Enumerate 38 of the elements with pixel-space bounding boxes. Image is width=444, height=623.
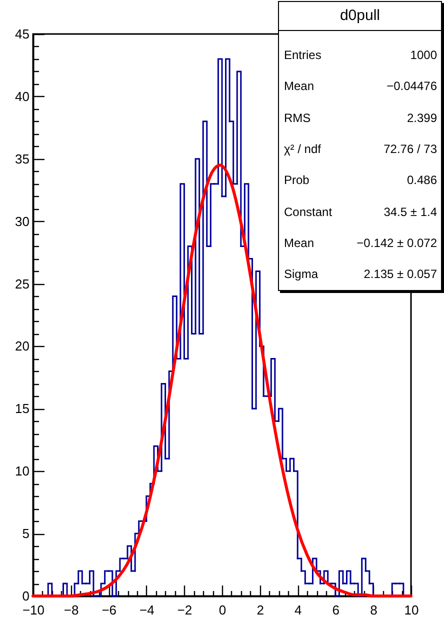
annotation: Mean	[284, 78, 314, 96]
x-tick-label: 10	[404, 602, 419, 618]
y-tick-label: 20	[15, 338, 30, 354]
annotation: 72.76 / 73	[384, 140, 437, 158]
annotation: 34.5 ± 1.4	[384, 204, 437, 220]
y-tick-label: 35	[15, 151, 30, 166]
annotation: −0.04476	[386, 78, 437, 96]
annotation: RMS	[284, 110, 311, 127]
y-tick-label: 0	[22, 588, 30, 604]
annotation: 0.486	[406, 172, 437, 190]
annotation: Prob	[284, 172, 310, 190]
y-tick-label: 40	[15, 88, 30, 104]
annotation: Mean	[284, 234, 314, 252]
y-tick-label: 5	[22, 526, 30, 542]
x-tick-label: −2	[177, 602, 192, 618]
x-tick-label: −8	[64, 602, 79, 618]
annotation: Entries	[284, 47, 322, 64]
annotation: Constant	[284, 204, 332, 220]
annotation: 1000	[410, 47, 437, 64]
annotation: χ² / ndf	[284, 140, 321, 158]
x-tick-label: −4	[139, 602, 154, 618]
x-tick-label: 2	[256, 602, 264, 618]
annotation: 2.399	[406, 110, 437, 127]
annotation: 2.135 ± 0.057	[364, 266, 437, 284]
annotation: Sigma	[284, 266, 318, 284]
x-tick-label: 4	[294, 602, 302, 618]
x-tick-label: 8	[370, 602, 378, 618]
x-tick-label: 6	[332, 602, 340, 618]
x-tick-label: −6	[102, 602, 117, 618]
annotation: −0.142 ± 0.072	[356, 234, 437, 252]
y-tick-label: 30	[15, 214, 30, 229]
y-tick-label: 25	[15, 276, 30, 292]
chart-title: d0pull	[279, 2, 441, 31]
x-tick-label: −10	[22, 602, 45, 618]
y-tick-label: 10	[15, 464, 30, 479]
x-tick-label: 0	[218, 602, 226, 618]
y-tick-label: 45	[15, 26, 30, 42]
y-tick-label: 15	[15, 401, 30, 416]
